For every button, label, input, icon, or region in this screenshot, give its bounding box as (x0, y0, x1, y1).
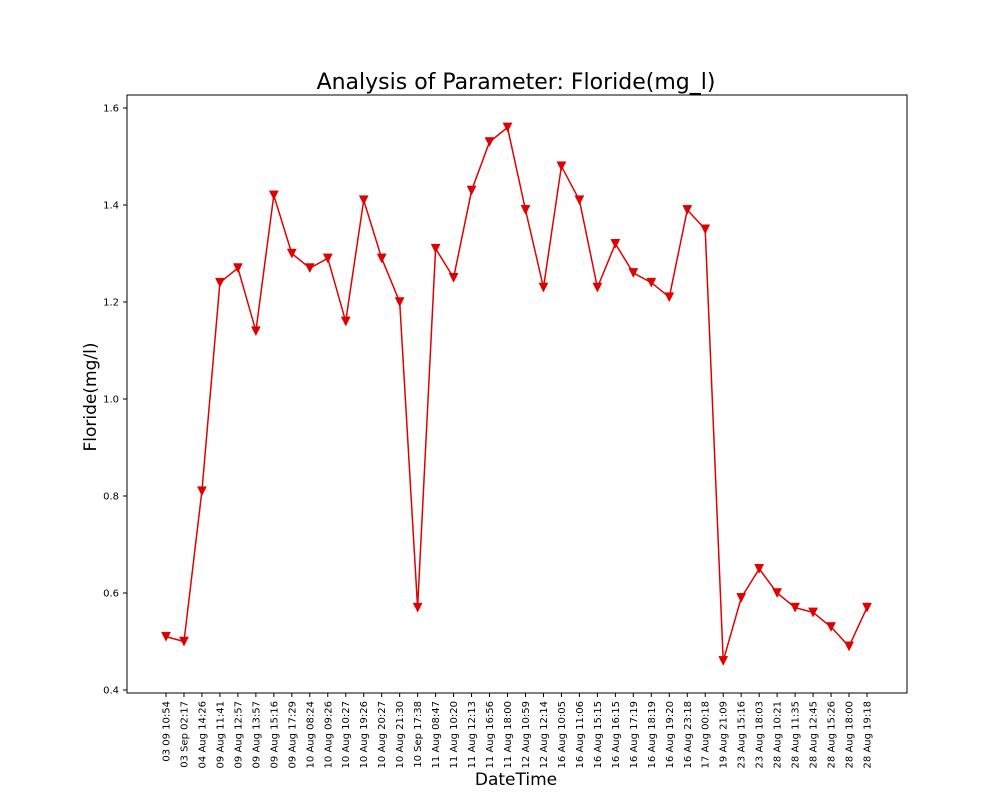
data-point-marker (556, 161, 567, 172)
x-tick-label: 09 Aug 13:57 (251, 701, 262, 768)
data-point-marker (538, 282, 549, 293)
x-tick-label: 16 Aug 11:06 (575, 701, 586, 768)
data-point-marker (826, 622, 836, 633)
data-point-marker (610, 239, 621, 249)
series-markers (161, 122, 872, 666)
data-point-marker (376, 253, 387, 264)
x-tick-label: 10 Aug 09:26 (323, 701, 334, 768)
data-point-marker (304, 263, 315, 274)
x-tick-label: 23 Aug 15:16 (737, 701, 748, 768)
x-tick-label: 12 Aug 12:14 (539, 701, 550, 768)
data-point-marker (250, 326, 261, 337)
data-point-marker (286, 248, 297, 259)
x-tick-label: 11 Aug 10:20 (449, 701, 460, 768)
data-point-marker (592, 282, 603, 293)
data-point-marker (394, 297, 405, 308)
x-tick-label: 10 Aug 19:26 (359, 701, 370, 768)
plot-frame (126, 94, 908, 694)
data-point-marker (232, 263, 243, 274)
x-tick-label: 10 Sep 17:38 (413, 701, 424, 768)
data-point-marker (502, 122, 513, 133)
x-tick-label: 16 Aug 15:15 (593, 701, 604, 768)
x-tick-label: 11 Aug 08:47 (431, 701, 442, 768)
x-tick-label: 11 Aug 16:56 (485, 701, 496, 768)
x-tick-label: 16 Aug 17:19 (629, 701, 640, 768)
x-tick-label: 09 Aug 17:29 (287, 701, 298, 768)
x-tick-label: 28 Aug 19:18 (863, 701, 874, 768)
data-point-marker (700, 224, 711, 235)
x-tick-label: 16 Aug 18:19 (647, 701, 658, 768)
data-point-marker (430, 243, 441, 254)
x-tick-label: 17 Aug 00:18 (701, 701, 712, 768)
x-tick-label: 28 Aug 11:35 (791, 701, 802, 768)
data-point-marker (448, 273, 459, 283)
data-point-marker (215, 277, 225, 288)
data-point-marker (628, 268, 639, 278)
x-tick-label: 19 Aug 21:09 (719, 701, 730, 768)
x-tick-label: 09 Aug 11:41 (215, 701, 226, 768)
y-tick-label: 0.8 (103, 492, 119, 503)
x-tick-label: 28 Aug 18:00 (845, 701, 856, 768)
x-tick-label: 10 Aug 21:30 (395, 701, 406, 768)
x-tick-label: 16 Aug 19:20 (665, 701, 676, 768)
x-tick-label: 10 Aug 08:24 (305, 701, 316, 768)
y-tick-label: 1.4 (103, 201, 119, 212)
y-tick-label: 1.2 (103, 298, 119, 309)
x-tick-label: 11 Aug 12:13 (467, 701, 478, 768)
x-tick-label: 03 Sep 02:17 (179, 701, 190, 768)
x-tick-label: 03 09 10:54 (162, 701, 173, 762)
x-axis: 03 09 10:54 03 Sep 02:17 04 Aug 14:26 09 Au… (162, 693, 874, 768)
x-tick-label: 23 Aug 18:03 (755, 701, 766, 768)
x-tick-label: 28 Aug 10:21 (773, 701, 784, 768)
x-tick-label: 09 Aug 15:16 (269, 701, 280, 768)
data-point-marker (646, 277, 657, 288)
x-tick-label: 16 Aug 10:05 (557, 701, 568, 768)
x-tick-label: 10 Aug 10:27 (341, 701, 352, 768)
data-point-marker (340, 316, 351, 327)
data-point-marker (322, 253, 333, 264)
y-tick-label: 0.4 (103, 686, 119, 697)
x-tick-label: 28 Aug 15:26 (827, 701, 838, 768)
data-point-marker (268, 190, 279, 201)
data-point-marker (754, 564, 765, 574)
data-point-marker (197, 486, 207, 497)
data-point-marker (808, 607, 818, 618)
y-tick-label: 1.0 (103, 395, 119, 406)
data-point-marker (664, 292, 675, 303)
x-tick-label: 10 Aug 20:27 (377, 701, 388, 768)
y-axis-label: Floride(mg/l) (81, 343, 101, 452)
data-point-marker (790, 602, 801, 613)
x-tick-label: 28 Aug 12:45 (809, 701, 820, 768)
x-tick-label: 09 Aug 12:57 (233, 701, 244, 768)
data-point-marker (682, 205, 693, 215)
x-tick-label: 04 Aug 14:26 (197, 701, 208, 768)
x-tick-label: 16 Aug 16:15 (611, 701, 622, 768)
data-point-marker (412, 602, 423, 613)
x-axis-label: DateTime (475, 770, 557, 790)
data-point-marker (772, 588, 783, 599)
data-point-marker (520, 205, 531, 215)
data-point-marker (358, 195, 369, 206)
data-point-marker (844, 641, 854, 652)
y-tick-label: 1.6 (103, 104, 119, 115)
data-point-marker (862, 602, 872, 613)
data-point-marker (484, 137, 495, 148)
x-tick-label: 11 Aug 18:00 (503, 701, 514, 768)
data-point-marker (736, 593, 747, 603)
x-tick-label: 12 Aug 10:59 (521, 701, 532, 768)
y-tick-label: 0.6 (103, 589, 119, 600)
y-axis: 0.4 0.6 0.8 1.0 1.2 1.4 1.6 (103, 104, 127, 697)
data-point-marker (574, 195, 585, 206)
data-point-marker (179, 636, 189, 647)
data-point-marker (161, 631, 171, 642)
series-line (165, 126, 868, 662)
data-point-marker (466, 185, 477, 196)
data-point-marker (718, 656, 729, 666)
chart-title: Analysis of Parameter: Floride(mg_l) (317, 70, 716, 95)
x-tick-label: 16 Aug 23:18 (683, 701, 694, 768)
